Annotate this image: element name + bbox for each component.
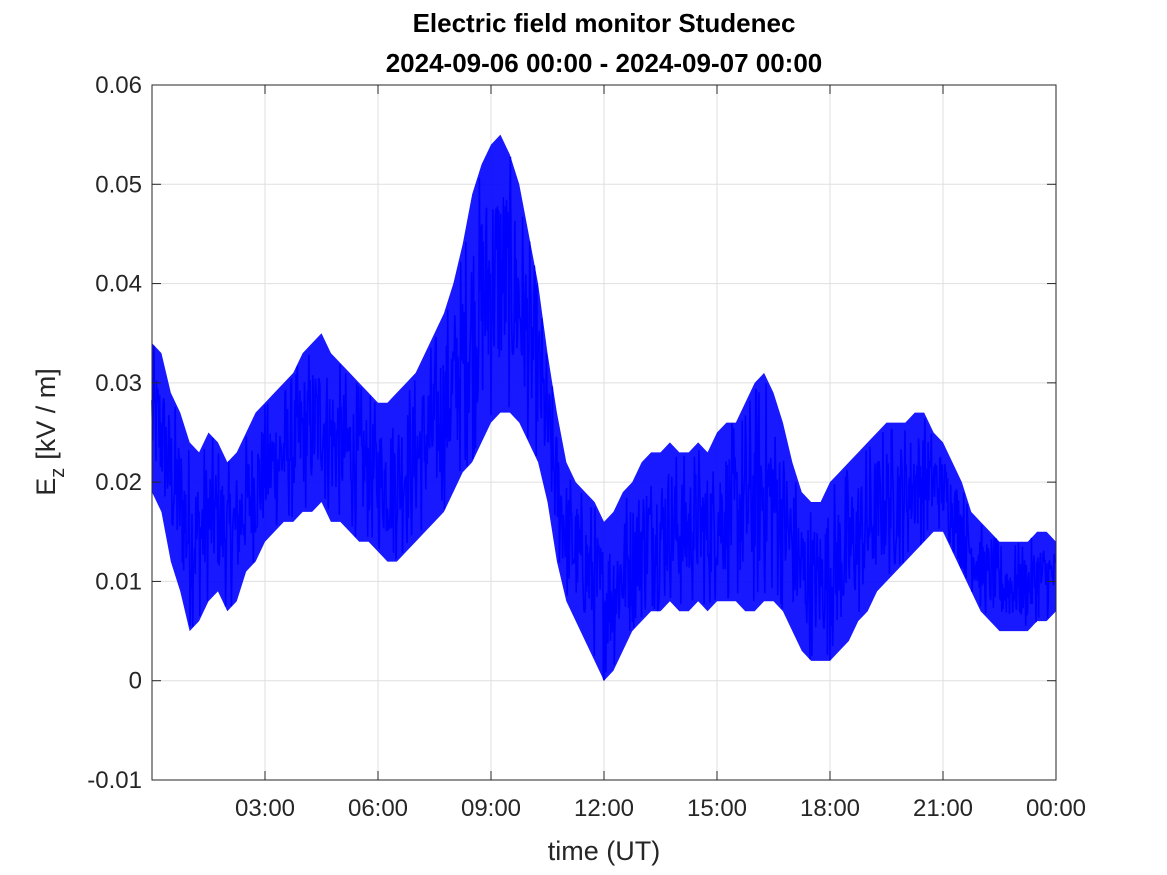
x-axis-label: time (UT)	[548, 836, 660, 866]
x-tick-labels: 03:00 06:00 09:00 12:00 15:00 18:00 21:00 00:00	[235, 795, 1086, 822]
y-axis-label-subscript: z	[47, 468, 69, 478]
y-tick-label: 0.01	[95, 568, 142, 595]
x-tick-label: 18:00	[800, 795, 860, 822]
chart-subtitle: 2024-09-06 00:00 - 2024-09-07 00:00	[386, 48, 823, 78]
x-tick-label: 15:00	[687, 795, 747, 822]
y-tick-label: 0	[129, 668, 142, 695]
x-tick-label: 06:00	[348, 795, 408, 822]
y-tick-label: 0.03	[95, 370, 142, 397]
signal-line	[151, 156, 1057, 681]
x-tick-label: 03:00	[235, 795, 295, 822]
y-tick-label: 0.02	[95, 469, 142, 496]
y-axis-label-unit: [kV / m]	[31, 368, 61, 460]
tick-marks	[152, 84, 1057, 781]
data-series	[151, 134, 1057, 681]
y-tick-labels: 0.06 0.05 0.04 0.03 0.02 0.01 0 -0.01	[87, 72, 142, 794]
x-tick-label: 21:00	[913, 795, 973, 822]
y-axis-label-main: E	[31, 478, 61, 496]
y-tick-label: 0.06	[95, 72, 142, 99]
chart-title: Electric field monitor Studenec	[413, 8, 796, 38]
y-tick-label: 0.04	[95, 271, 142, 298]
y-tick-label: -0.01	[87, 767, 142, 794]
y-axis-label: Ez [kV / m]	[31, 368, 69, 496]
x-tick-label: 12:00	[574, 795, 634, 822]
x-tick-label: 00:00	[1026, 795, 1086, 822]
y-tick-label: 0.05	[95, 171, 142, 198]
x-tick-label: 09:00	[461, 795, 521, 822]
